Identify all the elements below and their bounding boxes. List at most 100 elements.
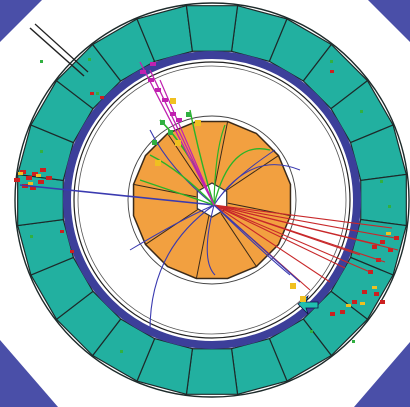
solenoid-coil-ring (63, 51, 361, 349)
red-track (213, 204, 371, 273)
calorimeter-wedge-line (214, 121, 229, 185)
red-hit (100, 96, 104, 99)
red-track (213, 204, 361, 256)
yellow-hit (170, 98, 176, 104)
green-track (213, 148, 271, 206)
yellow-hit (155, 160, 161, 166)
muon-chamber-ring (14, 2, 410, 398)
escaping-track-upper-left (29, 27, 85, 77)
magenta-hit (176, 118, 182, 122)
yellow-hit (372, 286, 377, 289)
muon-ring-outer-edge (14, 2, 410, 398)
yellow-hit (300, 296, 306, 302)
blue-track (213, 204, 301, 283)
magenta-track (139, 61, 215, 206)
muon-chamber-segment (360, 173, 407, 227)
calorimeter-wedge-line (220, 213, 257, 267)
red-hit (330, 70, 334, 73)
red-hit (352, 300, 357, 304)
red-hit (380, 300, 385, 304)
magenta-hit (150, 62, 156, 66)
tracker-hits (140, 62, 306, 302)
red-track (213, 204, 393, 229)
blue-track (213, 204, 291, 276)
green-hit (168, 130, 173, 135)
green-track (149, 154, 215, 206)
red-hit (372, 245, 377, 249)
green-track (213, 124, 226, 206)
red-hit (394, 236, 399, 240)
red-hit (380, 240, 385, 244)
green-track (189, 109, 215, 206)
yellow-hit (386, 232, 391, 235)
green-hit (40, 60, 43, 63)
calorimeter-wedge-lines (127, 115, 297, 285)
blue-track (213, 164, 301, 206)
red-hit (374, 292, 379, 296)
green-hit (360, 110, 363, 113)
calorimeter-wedge-line (133, 183, 197, 198)
red-hit (46, 176, 52, 180)
green-hit (160, 120, 165, 125)
calorimeter-wedge-line (195, 215, 210, 279)
magenta-track (149, 69, 215, 206)
yellow-hit (36, 174, 41, 177)
inner-tracker-boundary-thin (77, 65, 347, 335)
corner-block-bottom-left (0, 340, 58, 407)
blue-track (149, 129, 215, 206)
blue-track (206, 204, 216, 276)
yellow-hit (346, 304, 351, 307)
red-track (213, 204, 396, 239)
red-hit (362, 290, 367, 294)
green-hit (88, 58, 91, 61)
red-hit (330, 312, 335, 316)
muon-chamber-segment (185, 5, 239, 52)
red-hit (26, 176, 32, 180)
green-hit (152, 140, 157, 145)
red-hit (368, 270, 373, 274)
corner-block-top-right (368, 0, 410, 42)
green-hit (40, 150, 43, 153)
red-hit (388, 248, 393, 252)
calorimeter-wedge-line (225, 155, 279, 192)
red-hit (90, 92, 94, 95)
green-hit (120, 350, 123, 353)
muon-chamber-segment (185, 348, 239, 395)
red-hit (14, 178, 20, 182)
green-hit (352, 340, 355, 343)
yellow-hit (28, 182, 33, 185)
red-track (213, 204, 381, 246)
magenta-hit (155, 88, 161, 92)
yellow-hit (290, 283, 296, 289)
magenta-track (159, 79, 215, 206)
magenta-hit (148, 78, 154, 82)
red-hit (30, 186, 36, 190)
red-hit (32, 172, 38, 176)
blue-track (19, 184, 215, 206)
green-hit (310, 330, 313, 333)
magenta-hit (140, 70, 146, 74)
blue-track (149, 204, 215, 331)
yellow-hit (18, 172, 23, 175)
corner-block-bottom-right (354, 342, 410, 407)
red-hit (60, 230, 64, 233)
corner-block-top-left (0, 0, 42, 42)
red-hit (38, 180, 44, 184)
red-hit (40, 168, 46, 172)
green-track (139, 179, 215, 206)
green-hit (96, 92, 99, 95)
calorimeter-wedge-line (145, 208, 199, 245)
green-hit (330, 60, 333, 63)
red-hit (70, 250, 74, 253)
green-hit (186, 112, 191, 117)
blue-track (129, 204, 215, 251)
yellow-hit (360, 302, 365, 305)
escaping-track-upper-left-2 (34, 23, 89, 73)
yellow-hit (195, 120, 201, 126)
magenta-hit (170, 112, 176, 116)
red-hit (340, 310, 345, 314)
calorimeter-wedge-line (167, 133, 204, 187)
particle-tracks (19, 61, 399, 331)
